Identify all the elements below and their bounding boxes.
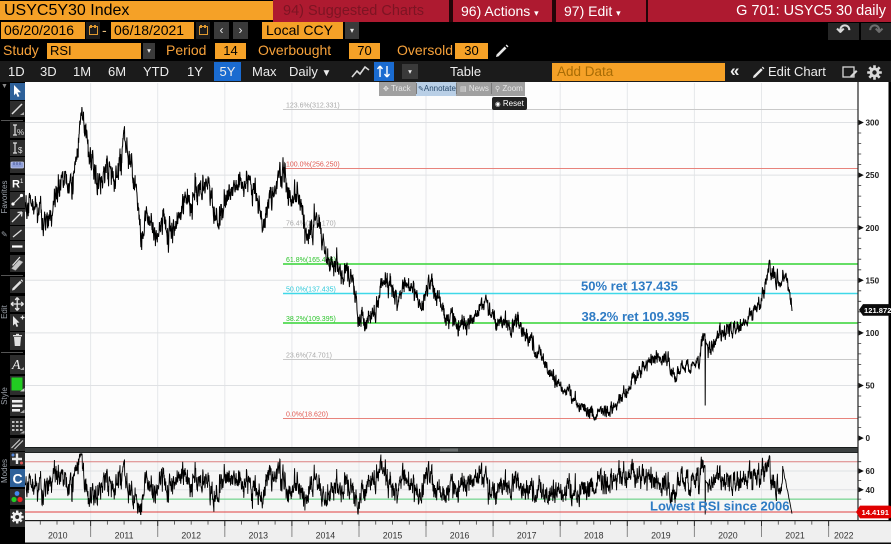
svg-text:2014: 2014 — [316, 531, 336, 541]
svg-text:1: 1 — [20, 179, 24, 185]
svg-text:100: 100 — [866, 329, 880, 338]
svg-text:2017: 2017 — [517, 531, 537, 541]
svg-text:2013: 2013 — [249, 531, 269, 541]
svg-text:2010: 2010 — [48, 531, 68, 541]
svg-text:2019: 2019 — [651, 531, 671, 541]
svg-text:100.0%(256.250): 100.0%(256.250) — [286, 162, 340, 169]
svg-text:40: 40 — [866, 486, 876, 495]
svg-text:R: R — [12, 178, 20, 190]
svg-text:300: 300 — [866, 119, 880, 128]
svg-text:2022: 2022 — [834, 531, 854, 541]
svg-text:50% ret 137.435: 50% ret 137.435 — [581, 279, 678, 294]
svg-text:2018: 2018 — [584, 531, 604, 541]
svg-text:2016: 2016 — [450, 531, 470, 541]
svg-text:2021: 2021 — [785, 531, 805, 541]
svg-text:60: 60 — [866, 467, 876, 476]
svg-text:123.6%(312.331): 123.6%(312.331) — [286, 103, 340, 110]
svg-text:2020: 2020 — [718, 531, 738, 541]
svg-text:23.6%(74.701): 23.6%(74.701) — [286, 353, 332, 360]
svg-text:38.2%(109.395): 38.2%(109.395) — [286, 316, 336, 323]
svg-text:2012: 2012 — [181, 531, 201, 541]
svg-text:150: 150 — [866, 276, 880, 285]
svg-text:Lowest RSI since 2006: Lowest RSI since 2006 — [650, 499, 789, 514]
svg-text:$: $ — [18, 146, 23, 155]
svg-text:61.8%(165.476): 61.8%(165.476) — [286, 257, 336, 264]
svg-text:14.4191: 14.4191 — [862, 508, 890, 517]
svg-text:50.0%(137.435): 50.0%(137.435) — [286, 287, 336, 294]
svg-text:38.2% ret 109.395: 38.2% ret 109.395 — [582, 309, 690, 324]
svg-text:%: % — [17, 128, 24, 137]
svg-text:250: 250 — [866, 171, 880, 180]
svg-text:121.872: 121.872 — [864, 306, 891, 315]
svg-text:C: C — [13, 470, 23, 485]
svg-text:0: 0 — [866, 434, 871, 443]
svg-text:50: 50 — [866, 382, 876, 391]
svg-text:200: 200 — [866, 224, 880, 233]
svg-text:A: A — [11, 358, 21, 371]
svg-text:0.0%(18.620): 0.0%(18.620) — [286, 412, 328, 419]
svg-text:2015: 2015 — [383, 531, 403, 541]
svg-text:2011: 2011 — [115, 531, 134, 541]
